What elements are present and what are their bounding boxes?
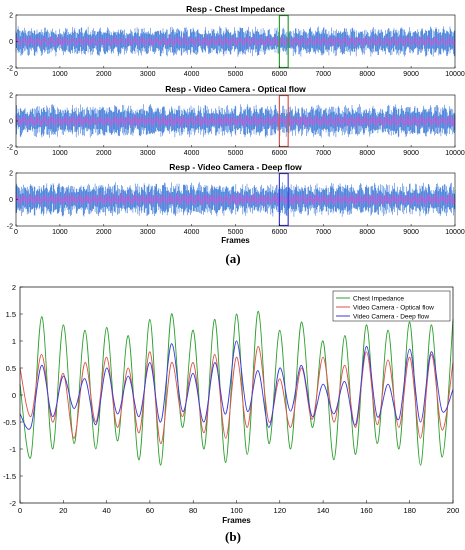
x-tick-label: 0 — [18, 506, 22, 515]
y-tick-label: -2 — [7, 224, 13, 231]
x-tick-label: 60 — [146, 506, 154, 515]
y-tick-label: 2 — [9, 13, 13, 20]
legend-label: Chest Impedance — [353, 296, 404, 303]
panel-title: Resp - Video Camera - Optical flow — [165, 84, 306, 94]
x-tick-label: 80 — [189, 506, 197, 515]
x-tick-label: 8000 — [359, 229, 375, 236]
x-tick-label: 0 — [14, 71, 18, 78]
x-tick-label: 3000 — [140, 229, 156, 236]
y-tick-label: -1.5 — [3, 472, 16, 481]
x-tick-label: 3000 — [140, 71, 156, 78]
x-tick-label: 3000 — [140, 150, 156, 157]
x-tick-label: 8000 — [359, 71, 375, 78]
caption-b: (b) — [225, 529, 241, 544]
y-tick-label: 0 — [9, 119, 13, 126]
x-tick-label: 0 — [14, 150, 18, 157]
y-tick-label: -2 — [7, 145, 13, 152]
y-tick-label: 0 — [12, 391, 16, 400]
x-tick-label: 10000 — [445, 150, 465, 157]
x-axis-label: Frames — [222, 516, 251, 525]
y-tick-label: 2 — [12, 283, 16, 292]
x-tick-label: 6000 — [272, 150, 288, 157]
x-tick-label: 7000 — [316, 150, 332, 157]
x-tick-label: 200 — [447, 506, 460, 515]
highlight-window — [278, 172, 289, 227]
y-tick-label: 2 — [9, 93, 13, 100]
panel-title: Resp - Chest Impedance — [186, 4, 285, 14]
x-tick-label: 9000 — [403, 150, 419, 157]
x-tick-label: 4000 — [184, 150, 200, 157]
series-line-0 — [19, 310, 454, 466]
x-tick-label: 2000 — [96, 71, 112, 78]
x-tick-label: 140 — [317, 506, 330, 515]
x-tick-label: 40 — [102, 506, 110, 515]
y-tick-label: 0 — [9, 39, 13, 46]
x-tick-label: 10000 — [445, 229, 465, 236]
x-tick-label: 0 — [14, 229, 18, 236]
y-tick-label: -2 — [9, 499, 16, 508]
x-tick-label: 5000 — [228, 229, 244, 236]
x-tick-label: 7000 — [316, 71, 332, 78]
y-tick-label: -2 — [7, 66, 13, 73]
x-tick-label: 2000 — [96, 150, 112, 157]
panel-title: Resp - Video Camera - Deep flow — [169, 162, 302, 172]
y-tick-label: 1 — [12, 337, 16, 346]
legend-label: Video Camera - Optical flow — [353, 305, 434, 312]
x-tick-label: 4000 — [184, 229, 200, 236]
x-axis-label: Frames — [221, 236, 250, 245]
x-tick-label: 1000 — [52, 150, 68, 157]
highlight-window — [278, 94, 289, 148]
highlight-window — [278, 14, 289, 69]
x-tick-label: 4000 — [184, 71, 200, 78]
y-tick-label: 1.5 — [6, 310, 16, 319]
x-tick-label: 160 — [360, 506, 373, 515]
x-tick-label: 2000 — [96, 229, 112, 236]
x-tick-label: 9000 — [403, 229, 419, 236]
x-tick-label: 20 — [59, 506, 67, 515]
series-line-2 — [19, 340, 454, 430]
x-tick-label: 6000 — [272, 71, 288, 78]
x-tick-label: 5000 — [228, 71, 244, 78]
caption-a: (a) — [225, 251, 241, 266]
legend-box — [332, 290, 451, 322]
y-tick-label: 2 — [9, 171, 13, 178]
legend-label: Video Camera - Deep flow — [353, 314, 429, 321]
x-tick-label: 6000 — [272, 229, 288, 236]
x-tick-label: 10000 — [445, 71, 465, 78]
x-tick-label: 100 — [230, 506, 243, 515]
y-tick-label: 0 — [9, 197, 13, 204]
x-tick-label: 1000 — [52, 229, 68, 236]
y-tick-label: -1 — [9, 445, 16, 454]
x-tick-label: 7000 — [316, 229, 332, 236]
x-tick-label: 9000 — [403, 71, 419, 78]
y-tick-label: -0.5 — [3, 418, 16, 427]
x-tick-label: 8000 — [359, 150, 375, 157]
x-tick-label: 5000 — [228, 150, 244, 157]
x-tick-label: 120 — [274, 506, 287, 515]
x-tick-label: 1000 — [52, 71, 68, 78]
x-tick-label: 180 — [403, 506, 416, 515]
series-line-1 — [19, 345, 454, 445]
y-tick-label: 0.5 — [6, 364, 16, 373]
